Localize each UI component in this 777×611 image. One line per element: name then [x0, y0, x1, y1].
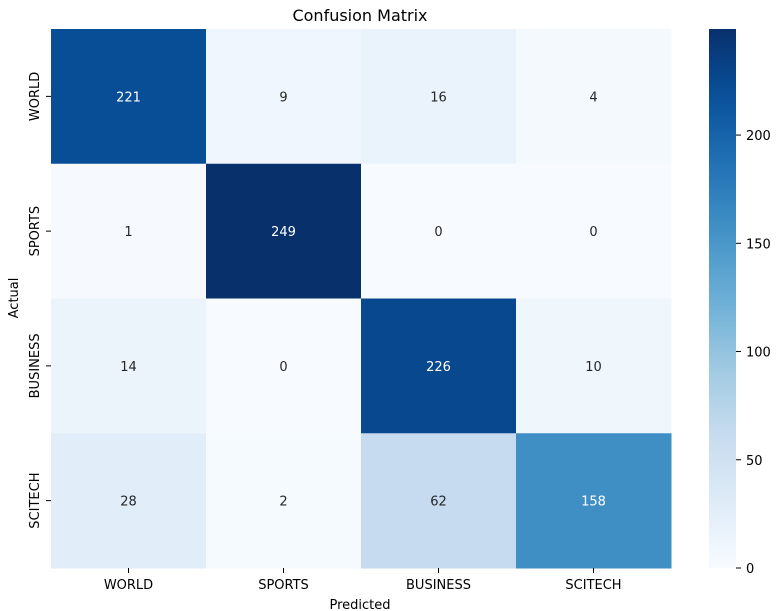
heatmap-cell-3-1: [206, 433, 362, 569]
x-tick-label-1: SPORTS: [258, 578, 309, 593]
colorbar-tick-label-2: 100: [746, 346, 771, 361]
cell-value-3-2: 62: [430, 495, 447, 510]
cell-value-2-1: 0: [279, 360, 287, 375]
y-tick-label-1: SPORTS: [28, 206, 43, 257]
cell-value-1-1: 249: [271, 225, 296, 240]
cell-value-0-0: 221: [116, 90, 141, 105]
cell-value-3-1: 2: [279, 495, 287, 510]
heatmap-cell-0-2: [361, 29, 517, 165]
cell-value-2-2: 226: [426, 360, 451, 375]
colorbar-ticks: 0 50 100 150 200: [736, 129, 771, 577]
cell-value-0-3: 4: [589, 90, 597, 105]
heatmap-cell-2-2: [361, 298, 517, 434]
heatmap-cell-1-3: [516, 163, 672, 299]
heatmap-cell-2-0: [51, 298, 207, 434]
heatmap-cell-2-3: [516, 298, 672, 434]
heatmap-cell-1-1: [206, 163, 362, 299]
cell-value-1-0: 1: [124, 225, 132, 240]
cell-value-2-0: 14: [120, 360, 137, 375]
heatmap-cells: 221 9 16 4 1 249 0 0 14 0 226 10 28 2 62 158: [51, 29, 672, 569]
heatmap-cell-0-3: [516, 29, 672, 165]
cell-value-3-0: 28: [120, 495, 137, 510]
heatmap-cell-0-1: [206, 29, 362, 165]
y-axis-label: Actual: [7, 278, 22, 319]
x-tick-label-0: WORLD: [104, 578, 153, 593]
cell-value-1-2: 0: [434, 225, 442, 240]
colorbar-tick-label-4: 200: [746, 129, 771, 144]
cell-value-0-1: 9: [279, 90, 287, 105]
y-axis-ticks: WORLD SPORTS BUSINESS SCITECH: [28, 72, 51, 529]
heatmap-cell-3-2: [361, 433, 517, 569]
x-axis-ticks: WORLD SPORTS BUSINESS SCITECH: [104, 568, 622, 593]
heatmap-cell-0-0: [51, 29, 207, 165]
heatmap-cell-3-0: [51, 433, 207, 569]
y-tick-label-3: SCITECH: [28, 473, 43, 529]
x-axis-label: Predicted: [329, 598, 390, 611]
colorbar-tick-label-3: 150: [746, 237, 771, 252]
y-tick-label-0: WORLD: [28, 72, 43, 121]
cell-value-2-3: 10: [585, 360, 602, 375]
heatmap-cell-2-1: [206, 298, 362, 434]
heatmap-cell-3-3: [516, 433, 672, 569]
heatmap-cell-1-0: [51, 163, 207, 299]
x-tick-label-3: SCITECH: [565, 578, 621, 593]
cell-value-0-2: 16: [430, 90, 447, 105]
cell-value-3-3: 158: [581, 495, 606, 510]
colorbar-tick-label-0: 0: [746, 562, 754, 577]
cell-value-1-3: 0: [589, 225, 597, 240]
heatmap-cell-1-2: [361, 163, 517, 299]
colorbar-tick-label-1: 50: [746, 454, 763, 469]
chart-title: Confusion Matrix: [292, 6, 427, 25]
colorbar: [709, 29, 736, 568]
y-tick-label-2: BUSINESS: [28, 333, 43, 398]
x-tick-label-2: BUSINESS: [406, 578, 471, 593]
